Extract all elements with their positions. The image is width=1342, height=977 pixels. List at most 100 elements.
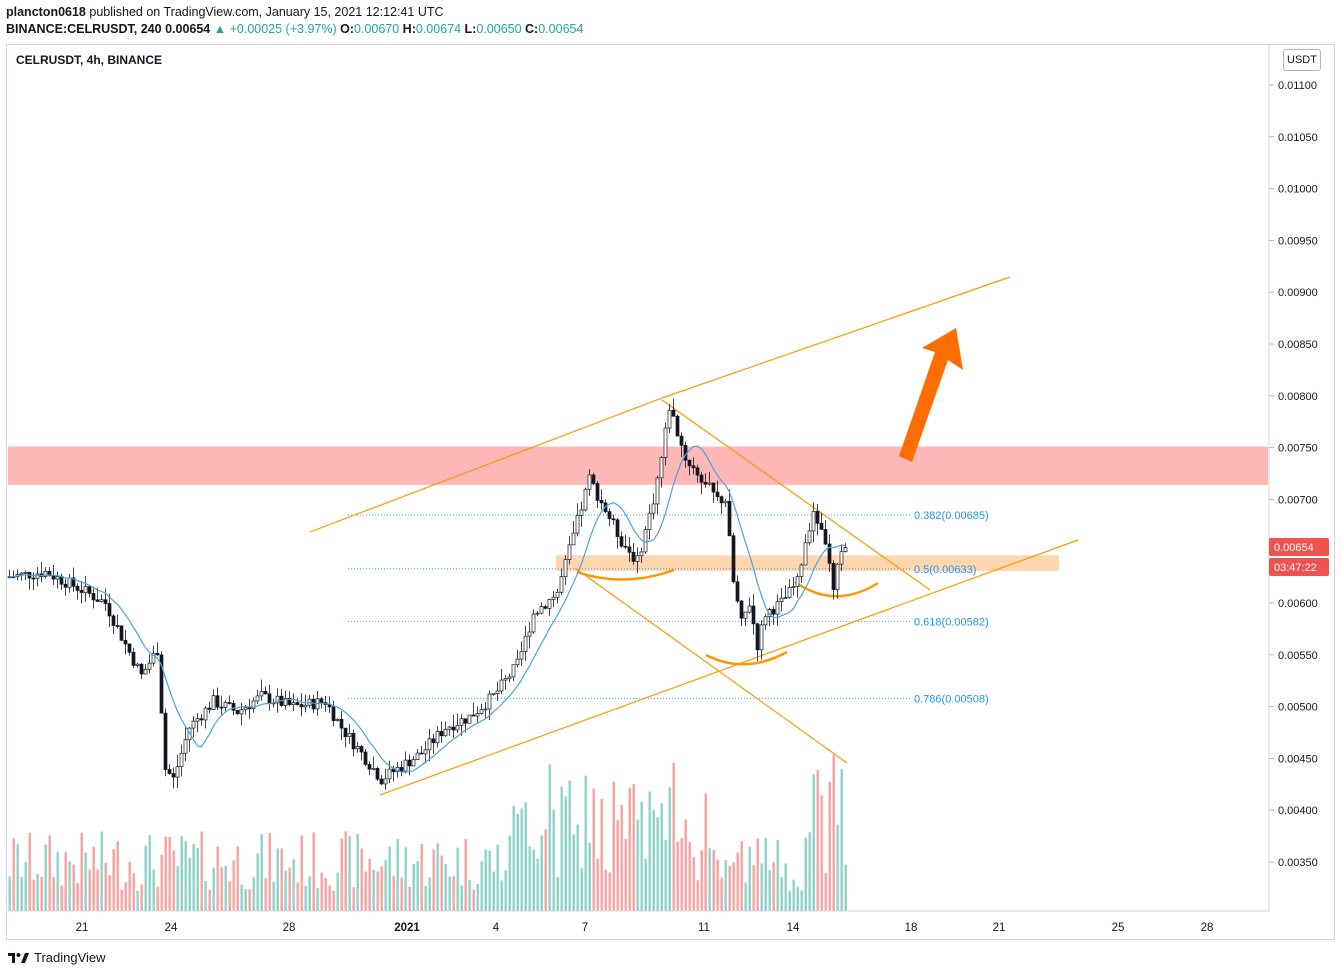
candle-body <box>475 713 480 717</box>
volume-bar <box>204 880 207 911</box>
volume-bar <box>820 795 823 911</box>
candle-body <box>455 725 460 731</box>
volume-bar <box>800 890 803 911</box>
volume-bar <box>608 872 611 911</box>
author-name[interactable]: plancton0618 <box>6 5 86 19</box>
candle-body <box>359 746 364 753</box>
volume-bar <box>256 853 259 911</box>
volume-bar <box>280 848 283 911</box>
candle-body <box>347 732 352 737</box>
price-change: ▲ +0.00025 (+3.97%) <box>213 22 337 36</box>
volume-bar <box>744 882 747 911</box>
volume-bar <box>616 819 619 911</box>
volume-bar <box>248 889 251 911</box>
candle-body <box>399 766 404 772</box>
volume-bar <box>172 850 175 911</box>
y-tick-label: 0.00350 <box>1278 857 1318 869</box>
volume-bar <box>460 885 463 911</box>
volume-bar <box>632 784 635 911</box>
last-price-label: 0.00654 <box>1274 542 1314 554</box>
volume-bar <box>836 824 839 911</box>
volume-bar <box>512 805 515 911</box>
footer-brand[interactable]: TradingView <box>8 950 106 965</box>
candle-body <box>351 732 356 750</box>
symbol-label: BINANCE:CELRUSDT, 240 <box>6 22 162 36</box>
fib-level-label: 0.786(0.00508) <box>914 693 989 705</box>
volume-bar <box>672 763 675 911</box>
candle-body <box>63 583 68 588</box>
cup-right-arc <box>794 580 879 598</box>
candle-body <box>503 678 508 681</box>
volume-bar <box>764 838 767 911</box>
volume-bar <box>56 851 59 911</box>
candle-body <box>667 409 672 429</box>
volume-bar <box>436 843 439 911</box>
candle-body <box>611 518 616 521</box>
candle-body <box>739 600 744 619</box>
candle-body <box>599 500 604 504</box>
volume-bar <box>492 871 495 911</box>
volume-bar <box>12 838 15 911</box>
volume-bar <box>520 808 523 911</box>
candle-body <box>479 709 484 714</box>
x-tick-label: 2021 <box>394 922 420 934</box>
last-price-badge <box>1269 538 1329 556</box>
volume-bar <box>252 877 255 911</box>
candle-body <box>211 695 216 710</box>
x-tick-label: 28 <box>283 922 296 934</box>
volume-bar <box>180 836 183 911</box>
footer-brand-label: TradingView <box>34 950 106 965</box>
volume-bar <box>736 852 739 911</box>
volume-bar <box>536 858 539 911</box>
volume-bar <box>480 861 483 911</box>
volume-bar <box>320 872 323 911</box>
volume-bar <box>808 832 811 911</box>
candle-body <box>147 662 152 670</box>
candle-body <box>819 522 824 530</box>
candle-body <box>419 752 424 755</box>
volume-bar <box>148 835 151 911</box>
candle-body <box>563 559 568 578</box>
candle-body <box>339 719 344 729</box>
volume-bar <box>724 860 727 911</box>
volume-bar <box>668 787 671 911</box>
volume-bar <box>700 850 703 911</box>
candle-body <box>423 749 428 755</box>
volume-bar <box>348 836 351 911</box>
volume-bar <box>576 824 579 911</box>
candle-body <box>343 727 348 737</box>
candle-body <box>171 773 176 778</box>
y-tick-label: 0.00700 <box>1278 494 1318 506</box>
volume-bar <box>788 890 791 911</box>
candle-body <box>495 690 500 695</box>
volume-bar <box>824 872 827 911</box>
volume-bar <box>140 884 143 911</box>
volume-bar <box>352 887 355 911</box>
candle-body <box>803 542 808 566</box>
currency-button[interactable]: USDT <box>1283 49 1321 71</box>
y-tick-label: 0.00750 <box>1278 443 1318 455</box>
candle-body <box>779 597 784 602</box>
candle-body <box>75 585 80 591</box>
candle-body <box>363 751 368 765</box>
candle-body <box>335 719 340 721</box>
candle-body <box>663 427 668 458</box>
volume-bar <box>116 841 119 911</box>
volume-bar <box>600 798 603 911</box>
candle-body <box>491 693 496 696</box>
volume-bar <box>428 877 431 911</box>
candle-body <box>99 599 104 602</box>
volume-bar <box>596 858 599 911</box>
candle-body <box>183 739 188 754</box>
candle-body <box>767 609 772 618</box>
candle-body <box>151 653 156 664</box>
volume-bar <box>468 880 471 911</box>
candle-body <box>703 481 708 485</box>
candle-body <box>439 731 444 737</box>
candle-body <box>115 625 120 627</box>
volume-bar <box>456 847 459 911</box>
volume-bar <box>588 842 591 911</box>
candle-body <box>67 577 72 588</box>
volume-bar <box>500 880 503 911</box>
